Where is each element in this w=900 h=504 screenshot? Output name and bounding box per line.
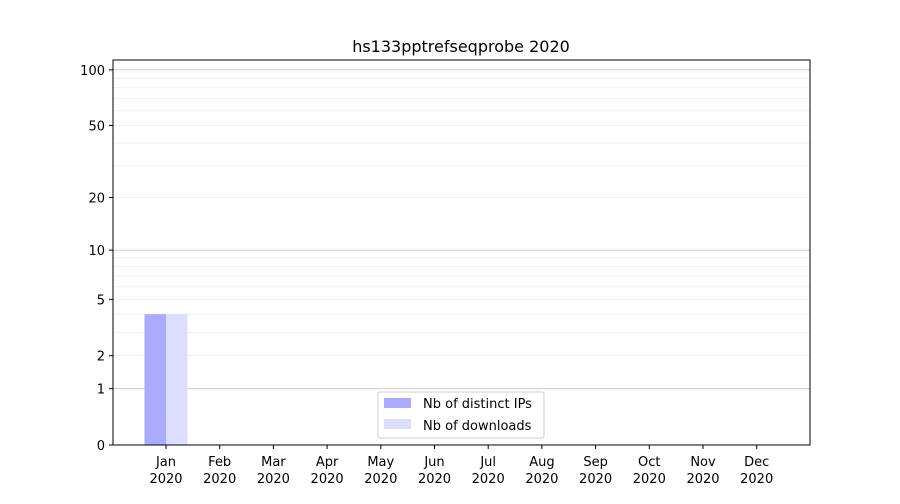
x-tick-label: Aug [529, 455, 554, 470]
x-tick-label: Sep [583, 455, 608, 470]
x-tick-label: Mar [261, 455, 286, 470]
y-tick-label: 20 [88, 192, 105, 207]
x-tick-label: Apr [316, 455, 339, 470]
x-tick-label: Feb [208, 455, 231, 470]
x-tick-label-year: 2020 [686, 472, 719, 487]
x-tick-label: Nov [690, 455, 716, 470]
y-tick-label: 0 [97, 439, 105, 454]
x-tick-label-year: 2020 [364, 472, 397, 487]
y-axis: 0 1 2 5 10 20 50 100 [80, 64, 113, 454]
x-tick-label: Oct [638, 455, 660, 470]
bar-downloads [166, 314, 188, 445]
x-axis: Jan 2020 Feb 2020 Mar 2020 Apr 2020 May 2020 Jun 20… [149, 445, 773, 487]
x-tick-label: Jun [423, 455, 444, 470]
x-tick-label-year: 2020 [418, 472, 451, 487]
grid [113, 69, 810, 446]
legend-label-downloads: Nb of downloads [423, 419, 532, 434]
x-tick-label: Jan [155, 455, 176, 470]
x-tick-label-year: 2020 [525, 472, 558, 487]
y-tick-label: 2 [97, 350, 105, 365]
y-tick-label: 100 [80, 64, 105, 79]
x-tick-label-year: 2020 [311, 472, 344, 487]
legend: Nb of distinct IPs Nb of downloads [377, 391, 545, 439]
y-tick-label: 10 [88, 244, 105, 259]
bars [144, 314, 188, 445]
legend-swatch-ips [384, 398, 411, 408]
plot-frame [112, 59, 811, 446]
x-tick-label: Dec [744, 455, 769, 470]
x-tick-label-year: 2020 [633, 472, 666, 487]
x-tick-label-year: 2020 [149, 472, 182, 487]
y-tick-label: 50 [88, 119, 105, 134]
y-tick-label: 1 [97, 383, 105, 398]
x-tick-label-year: 2020 [257, 472, 290, 487]
x-tick-label-year: 2020 [740, 472, 773, 487]
y-tick-label: 5 [97, 293, 105, 308]
x-tick-label-year: 2020 [203, 472, 236, 487]
x-tick-label-year: 2020 [579, 472, 612, 487]
x-tick-label: Jul [479, 455, 496, 470]
x-tick-label-year: 2020 [472, 472, 505, 487]
legend-swatch-downloads [384, 419, 411, 429]
x-tick-label: May [367, 455, 394, 470]
chart-title: hs133pptrefseqprobe 2020 [352, 37, 570, 56]
bar-distinct-ips [144, 314, 166, 445]
legend-label-ips: Nb of distinct IPs [423, 397, 532, 412]
